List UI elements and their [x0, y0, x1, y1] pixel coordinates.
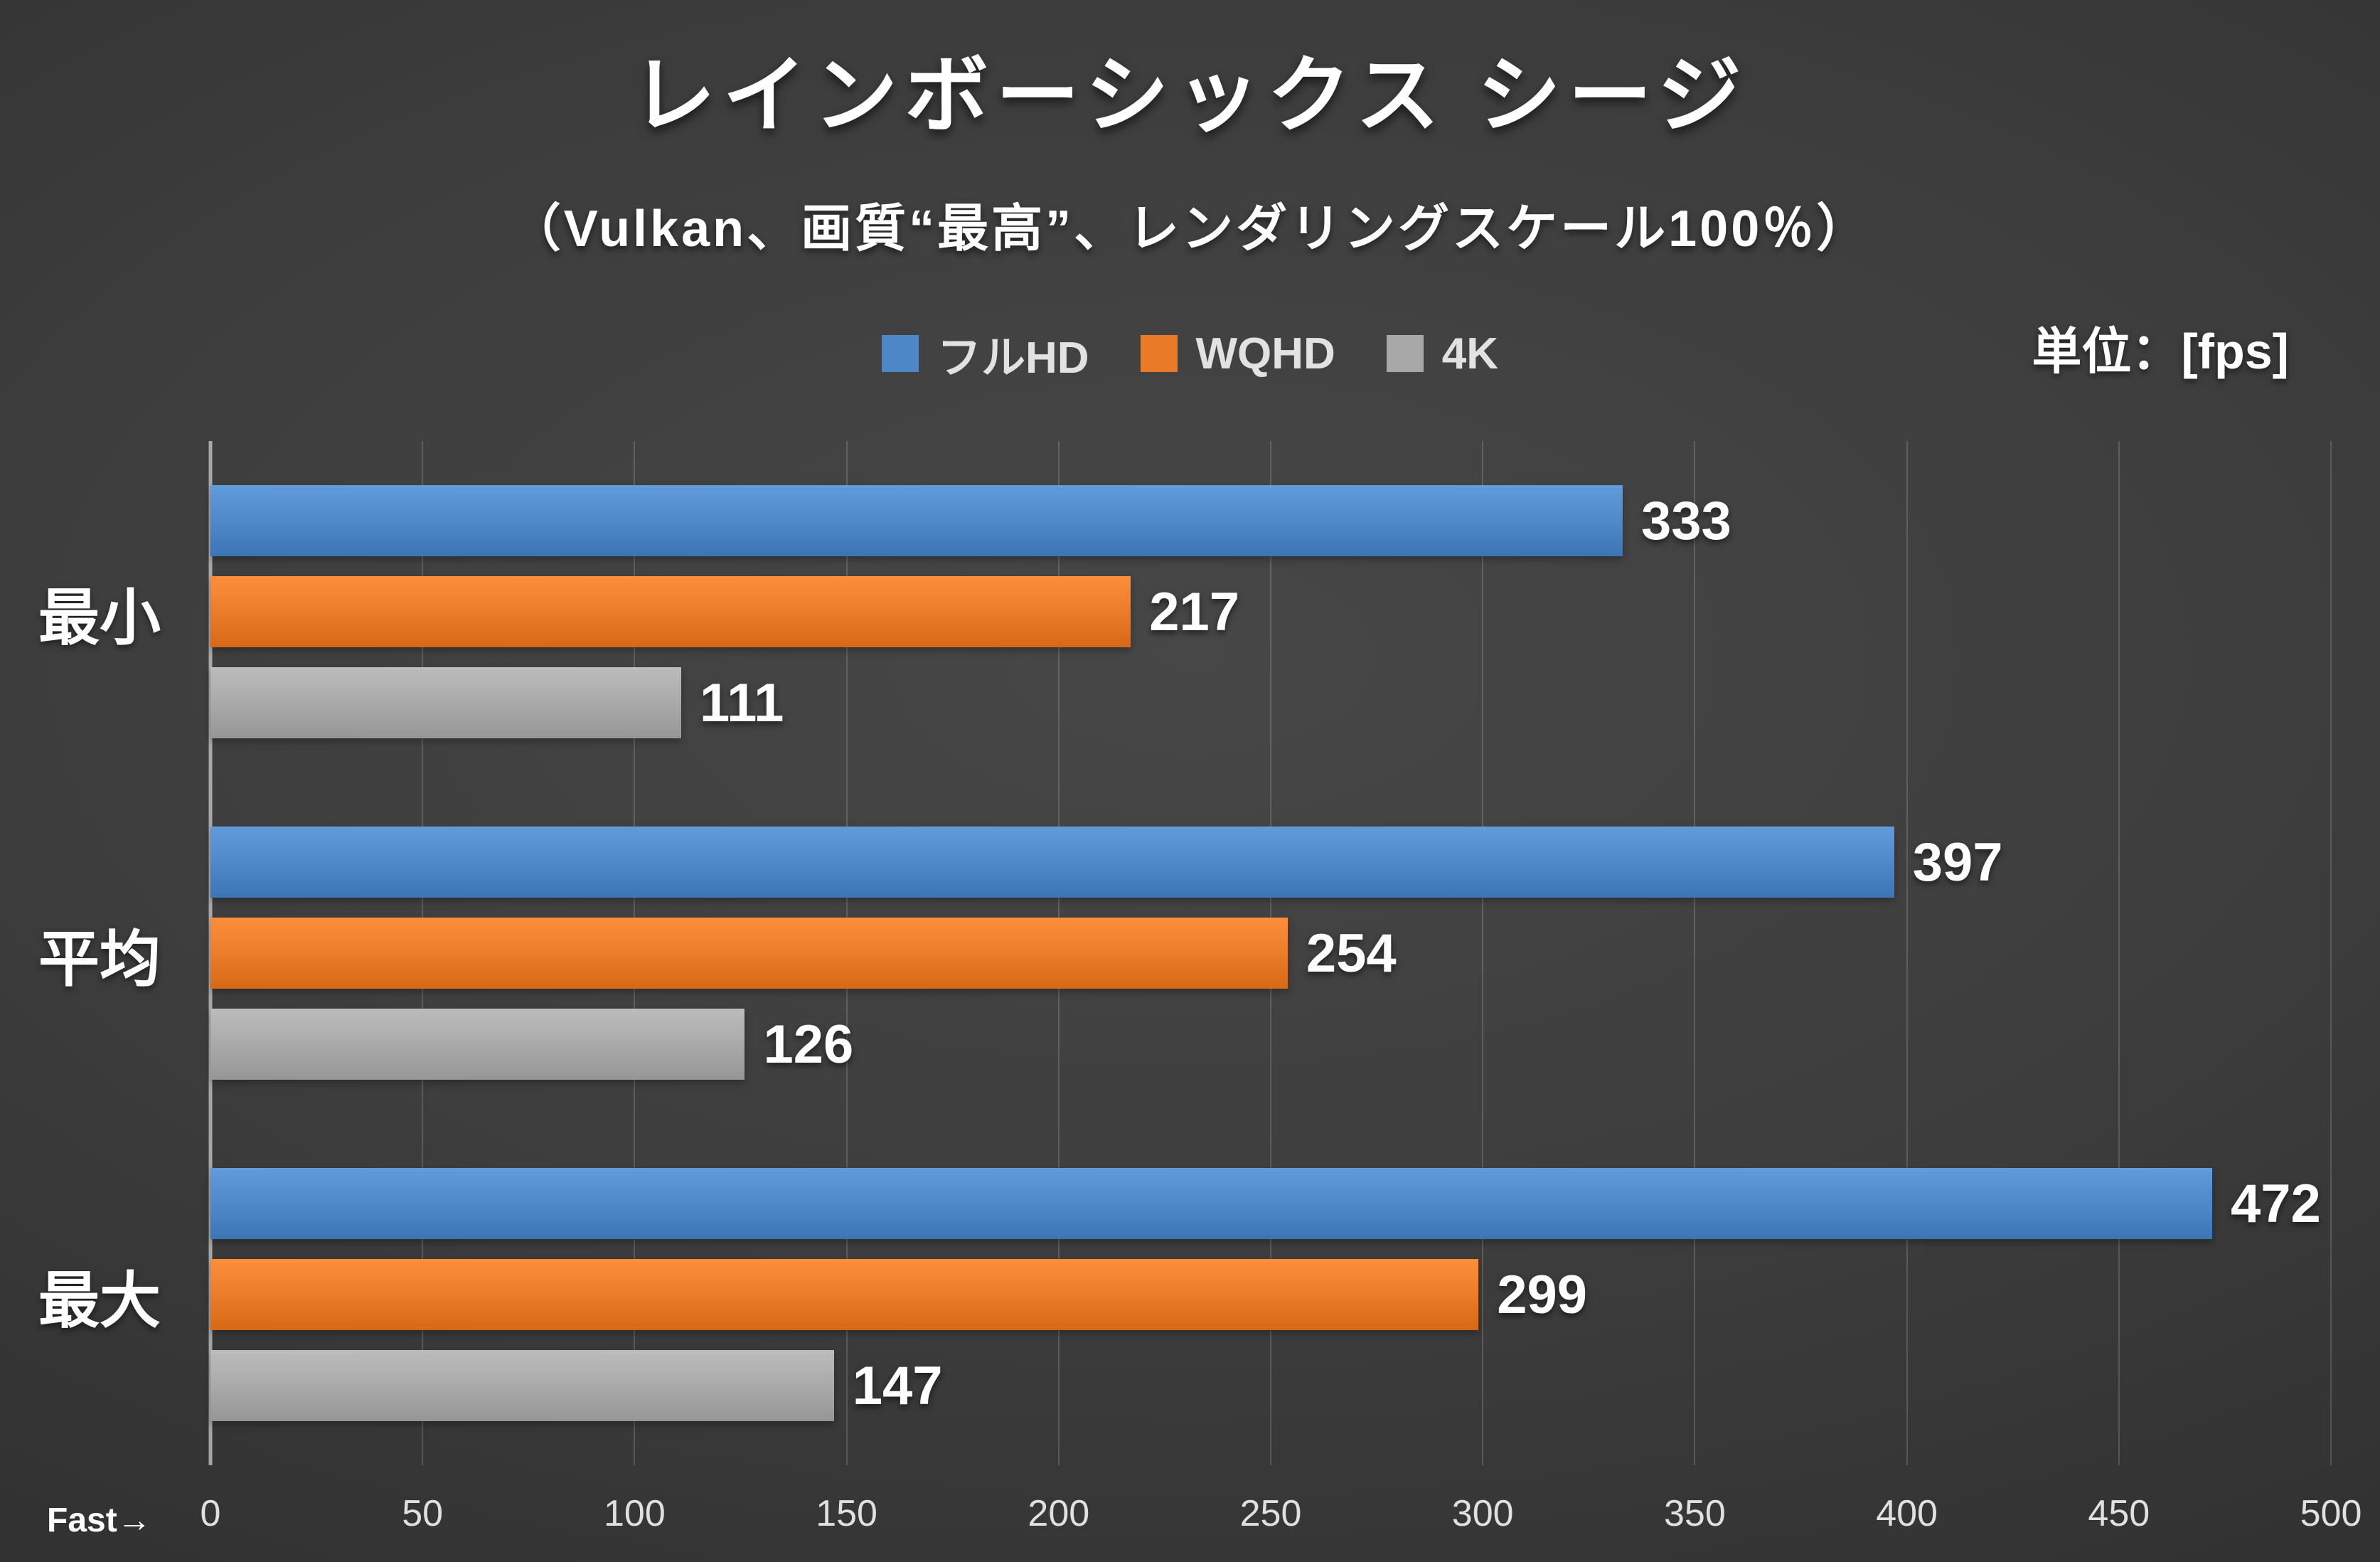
x-tick-label: 350: [1664, 1493, 1726, 1534]
x-tick-label: 200: [1028, 1493, 1090, 1534]
bar-row: 472: [210, 1168, 2331, 1239]
x-tick-label: 250: [1239, 1493, 1302, 1534]
bar: [210, 1009, 745, 1080]
legend: フルHD WQHD 4K: [0, 322, 2380, 386]
chart-subtitle: （Vulkan、画質“最高”、レンダリングスケール100％）: [509, 201, 1871, 257]
chart-title: レインボーシックス シージ: [631, 49, 1749, 143]
legend-label: WQHD: [1195, 329, 1335, 378]
bar-row: 217: [210, 576, 2331, 647]
legend-swatch-icon: [881, 335, 919, 372]
legend-item: WQHD: [1140, 329, 1335, 379]
x-tick-label: 400: [1876, 1493, 1938, 1534]
bar: [210, 667, 681, 738]
x-axis: 0 50 100 150 200 250 300 350 400 450 500: [201, 1492, 2362, 1556]
bar-value-label: 217: [1149, 581, 1239, 642]
category-label: 最小: [38, 583, 161, 652]
bar-row: 147: [210, 1350, 2331, 1421]
gridline: [1694, 441, 1696, 1465]
bar: [210, 1259, 1479, 1330]
category-label: 平均: [38, 925, 161, 994]
bar: [210, 918, 1288, 989]
bar-value-label: 126: [763, 1014, 854, 1075]
bar-value-label: 472: [2231, 1173, 2321, 1234]
bar: [210, 827, 1894, 898]
gridline: [1482, 441, 1484, 1465]
bar-row: 254: [210, 918, 2331, 989]
x-tick-label: 100: [604, 1493, 666, 1534]
x-tick-label: 50: [402, 1493, 444, 1534]
legend-item: フルHD: [881, 322, 1089, 386]
x-tick-label: 500: [2300, 1493, 2362, 1534]
unit-label: 単位：[fps]: [2032, 324, 2289, 379]
legend-label: フルHD: [936, 334, 1089, 383]
bar-value-label: 397: [1912, 832, 2003, 893]
bar-value-label: 333: [1641, 490, 1731, 551]
x-tick-label: 150: [816, 1493, 877, 1534]
bar-group: 472 299 147: [210, 1124, 2331, 1465]
bar-value-label: 299: [1497, 1264, 1588, 1325]
gridline: [1906, 441, 1908, 1465]
gridline: [2330, 441, 2332, 1465]
x-tick-label: 0: [200, 1493, 221, 1534]
x-tick-label: 300: [1451, 1493, 1514, 1534]
bar-row: 333: [210, 485, 2331, 556]
gridline: [2118, 441, 2120, 1465]
bar: [210, 576, 1131, 647]
x-tick-label: 450: [2088, 1493, 2150, 1534]
bar-row: 397: [210, 827, 2331, 898]
bar-group: 333 217 111: [210, 441, 2331, 782]
legend-item: 4K: [1386, 329, 1499, 379]
legend-label: 4K: [1441, 329, 1499, 378]
category-label: 最大: [38, 1266, 161, 1335]
legend-swatch-icon: [1140, 335, 1178, 372]
bar-value-label: 254: [1306, 923, 1397, 984]
bar-row: 299: [210, 1259, 2331, 1330]
plot-area: 333 217 111 397 254 126 472 299 147: [208, 441, 2332, 1465]
bar-value-label: 111: [700, 672, 784, 733]
legend-swatch-icon: [1386, 335, 1424, 372]
bar-row: 126: [210, 1009, 2331, 1080]
bar-group: 397 254 126: [210, 782, 2331, 1124]
bar: [210, 485, 1623, 556]
bar-groups: 333 217 111 397 254 126 472 299 147: [210, 441, 2331, 1465]
category-axis: 最小 平均 最大: [7, 441, 192, 1465]
bar-value-label: 147: [852, 1355, 943, 1416]
bar: [210, 1168, 2212, 1239]
bar: [210, 1350, 834, 1421]
bar-row: 111: [210, 667, 2331, 738]
fast-direction-label: Fast→: [47, 1502, 151, 1539]
